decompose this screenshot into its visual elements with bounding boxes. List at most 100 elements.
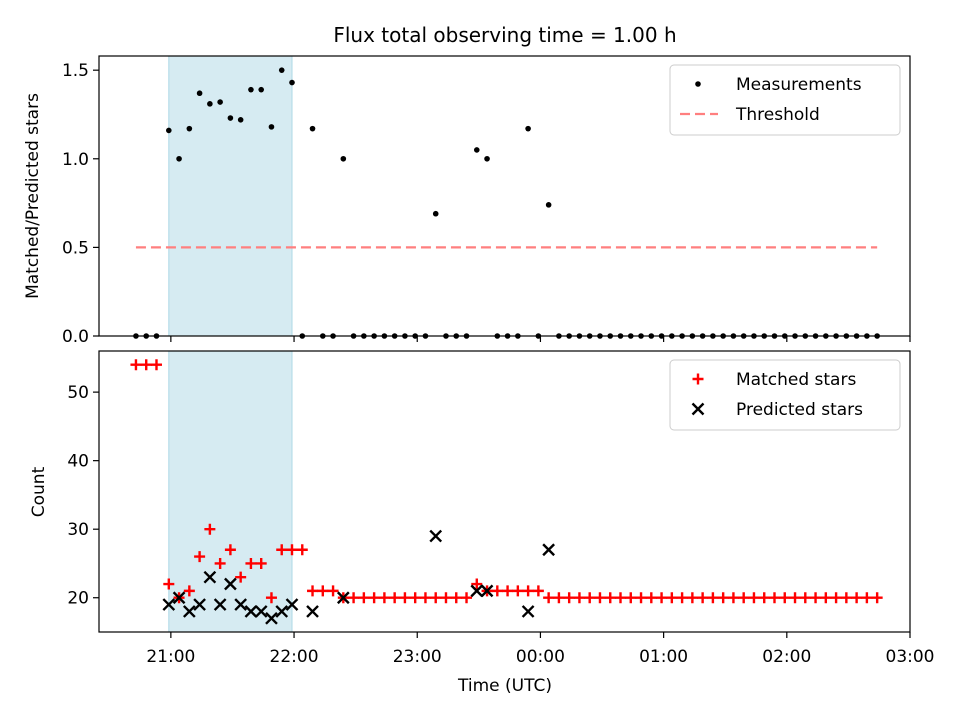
matched-stars-point: [245, 557, 257, 569]
x-tick-label: 00:00: [516, 647, 565, 667]
matched-stars-point: [799, 592, 811, 604]
top-y-axis-label: Matched/Predicted stars: [23, 93, 43, 299]
top-axes-frame: [98, 55, 911, 337]
matched-stars-point: [296, 544, 308, 556]
measurement-point: [176, 155, 182, 162]
matched-stars-point: [604, 592, 616, 604]
bottom-panel: 20 30 40 50 21:00 22:00 23:00 00:00 01:00 02:00 0…: [29, 350, 935, 667]
measurement-point: [186, 125, 193, 132]
matched-stars-point: [276, 544, 288, 556]
matched-stars-point: [140, 359, 152, 371]
matched-stars-point: [840, 592, 852, 604]
matched-stars-point: [430, 592, 442, 604]
bottom-y-ticks: 20 30 40 50: [67, 383, 99, 609]
bottom-y-axis-label: Count: [29, 466, 49, 517]
matched-stars-point: [286, 544, 298, 556]
observing-band-top: [168, 55, 293, 337]
measurement-point: [525, 125, 531, 132]
matched-stars-point: [686, 592, 698, 604]
matched-stars-point: [512, 585, 524, 597]
matched-stars-point: [656, 592, 668, 604]
top-x-ticks: [170, 336, 911, 342]
legend-frame: [669, 64, 901, 136]
matched-stars-point: [779, 592, 791, 604]
matched-stars-point: [440, 592, 452, 604]
matched-stars-point: [861, 592, 873, 604]
legend-entry-label: Predicted stars: [736, 400, 863, 420]
measurement-point: [484, 155, 490, 162]
matched-stars-point: [553, 592, 565, 604]
matched-stars-point: [727, 592, 739, 604]
measurement-point: [289, 79, 295, 86]
matched-stars-point: [150, 359, 162, 371]
predicted-stars-point: [203, 570, 217, 584]
measurement-point: [432, 210, 439, 217]
matched-stars-point: [163, 578, 175, 590]
x-tick-label: 02:00: [762, 647, 811, 667]
matched-stars-point: [389, 592, 401, 604]
matched-stars-point: [183, 585, 195, 597]
matched-stars-point: [573, 592, 585, 604]
matched-stars-point: [532, 585, 544, 597]
measurement-point: [473, 147, 480, 153]
observing-window-band: [168, 55, 293, 337]
measurement-point: [278, 67, 285, 73]
predicted-stars-point: [254, 605, 268, 618]
predicted-stars-point: [521, 605, 535, 618]
matched-stars-point: [563, 592, 575, 604]
predicted-stars-point: [193, 598, 206, 611]
legend-entry-label: Measurements: [736, 75, 862, 95]
predicted-stars-point: [224, 577, 237, 591]
y-tick-label: 1.5: [62, 61, 89, 81]
matched-stars-point: [748, 592, 760, 604]
matched-stars-point: [738, 592, 750, 604]
predicted-stars-series: [162, 529, 555, 625]
measurement-point: [196, 90, 203, 97]
matched-stars-point: [327, 585, 339, 597]
y-tick-label: 20: [67, 589, 89, 609]
matched-stars-point: [461, 592, 473, 604]
matched-stars-point: [399, 592, 411, 604]
matched-stars-point: [307, 585, 319, 597]
matched-stars-point: [615, 592, 627, 604]
matched-stars-point: [851, 592, 863, 604]
matched-stars-point: [265, 592, 277, 604]
measurement-point: [227, 115, 234, 121]
matched-stars-point: [491, 585, 503, 597]
matched-stars-point: [378, 592, 390, 604]
matched-stars-point: [317, 585, 329, 597]
matched-stars-point: [450, 592, 462, 604]
matched-stars-point: [368, 592, 380, 604]
x-tick-label: 22:00: [270, 647, 319, 667]
predicted-stars-point: [265, 611, 278, 625]
matched-stars-point: [768, 592, 780, 604]
measurement-point: [309, 125, 316, 132]
matched-stars-point: [625, 592, 637, 604]
matched-stars-point: [676, 592, 688, 604]
measurement-point: [166, 127, 172, 134]
measurement-point: [207, 101, 213, 107]
legend-matched-marker: [692, 373, 704, 385]
matched-stars-point: [820, 592, 832, 604]
predicted-stars-point: [336, 591, 350, 605]
predicted-stars-point: [542, 543, 555, 557]
y-tick-label: 1.0: [62, 150, 89, 170]
x-tick-label: 21:00: [146, 647, 195, 667]
legend-entry-label: Matched stars: [736, 370, 856, 390]
predicted-stars-point: [172, 591, 186, 605]
x-axis-label: Time (UTC): [457, 676, 552, 696]
measurement-point: [217, 99, 223, 105]
predicted-stars-point: [306, 605, 319, 618]
top-legend: Measurements Threshold: [669, 64, 901, 136]
matched-stars-point: [871, 592, 883, 604]
predicted-stars-point: [480, 584, 494, 598]
matched-stars-point: [810, 592, 822, 604]
predicted-stars-point: [285, 598, 299, 611]
x-tick-label: 23:00: [393, 647, 442, 667]
matched-stars-point: [594, 592, 606, 604]
measurement-point: [237, 116, 244, 123]
matched-stars-point: [522, 585, 534, 597]
matched-stars-point: [789, 592, 801, 604]
matched-stars-point: [584, 592, 596, 604]
